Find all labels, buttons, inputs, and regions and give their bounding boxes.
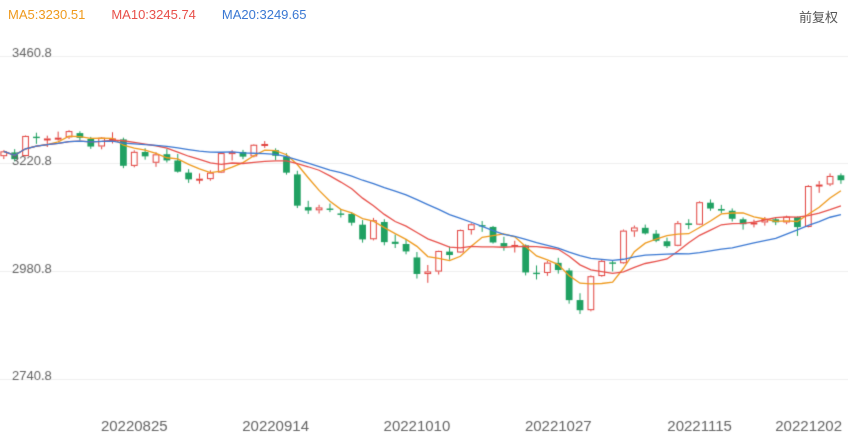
- ma10-value: MA10:3245.74: [111, 7, 196, 22]
- ma20-value: MA20:3249.65: [221, 7, 307, 22]
- ma5-value: MA5:3230.51: [8, 7, 86, 22]
- adjustment-mode-button[interactable]: 前复权: [798, 10, 838, 25]
- indicator-legend: MA5:3230.51 MA10:3245.74 MA20:3249.65: [8, 7, 333, 23]
